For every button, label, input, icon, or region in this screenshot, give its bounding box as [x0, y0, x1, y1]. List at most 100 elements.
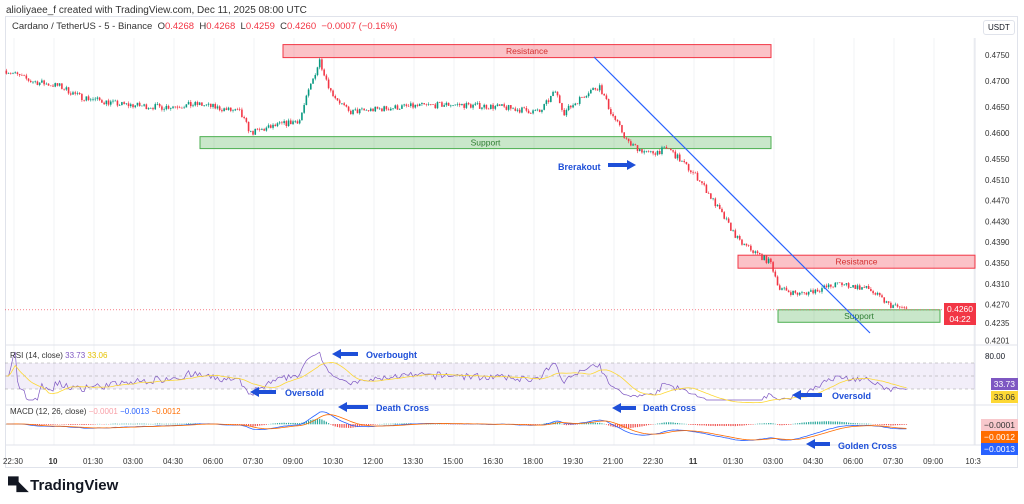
- candle-body: [36, 81, 39, 85]
- candle-body: [690, 170, 692, 173]
- candle-body: [590, 89, 592, 94]
- macd-histogram-bar: [779, 424, 781, 426]
- candle-body: [892, 305, 894, 308]
- macd-histogram-bar: [274, 423, 276, 425]
- candle-body: [623, 132, 625, 138]
- last-price-tag: 0.4260 04:22: [944, 303, 976, 325]
- candle-body: [490, 104, 492, 109]
- macd-line: [6, 411, 907, 441]
- macd-histogram-bar: [327, 423, 330, 425]
- candle-body: [372, 108, 374, 112]
- candle-body: [850, 287, 852, 288]
- macd-histogram-bar: [594, 422, 596, 425]
- candle-body: [503, 104, 505, 107]
- macd-histogram-bar: [748, 424, 750, 425]
- candle-body: [883, 297, 886, 303]
- candle-body: [630, 141, 632, 146]
- candle-body: [703, 183, 705, 185]
- candle-body: [232, 110, 234, 111]
- macd-histogram-bar: [801, 422, 803, 425]
- macd-histogram-bar: [679, 423, 681, 425]
- candle-body: [301, 112, 303, 121]
- candle-body: [647, 150, 650, 152]
- macd-histogram-bar: [721, 424, 723, 426]
- candle-body: [354, 109, 357, 111]
- candle-body: [854, 285, 857, 289]
- candle-body: [736, 236, 739, 238]
- symbol-name[interactable]: Cardano / TetherUS - 5 - Binance: [12, 21, 153, 32]
- macd-histogram-bar: [359, 424, 361, 427]
- macd-histogram-bar: [730, 424, 732, 427]
- candle-body: [87, 96, 90, 100]
- macd-histogram-bar: [601, 423, 603, 425]
- candle-body: [356, 109, 359, 114]
- macd-histogram-bar: [896, 424, 899, 426]
- candle-body: [772, 262, 774, 272]
- death_cross1-arrow-icon: [338, 402, 368, 412]
- macd-histogram-bar: [563, 424, 565, 425]
- macd-histogram-bar: [319, 418, 321, 425]
- candle-body: [169, 107, 172, 109]
- candle-body: [96, 97, 99, 99]
- candle-body: [725, 218, 728, 220]
- candle-body: [543, 104, 545, 110]
- candle-body: [381, 108, 383, 112]
- candle-body: [441, 102, 443, 107]
- macd-histogram-bar: [794, 423, 796, 425]
- candle-body: [325, 75, 328, 80]
- macd-histogram-bar: [759, 423, 761, 425]
- candle-body: [685, 162, 688, 165]
- macd-histogram-bar: [241, 424, 243, 425]
- candle-body: [683, 160, 685, 163]
- macd-histogram-bar: [868, 423, 870, 425]
- currency-button[interactable]: USDT: [983, 20, 1015, 35]
- macd-value: −0.0013: [120, 407, 150, 416]
- macd-histogram-bar: [92, 424, 94, 425]
- oversold2-annotation: Oversold: [832, 391, 871, 401]
- candle-body: [83, 100, 85, 101]
- macd-histogram-bar: [345, 424, 347, 428]
- macd-histogram-bar: [596, 422, 599, 425]
- low-value: 0.4259: [245, 21, 275, 32]
- tradingview-logo[interactable]: ▀◣ TradingView: [8, 476, 118, 495]
- macd-histogram-bar: [865, 423, 868, 425]
- candle-body: [156, 103, 159, 105]
- candle-body: [643, 151, 645, 153]
- candle-body: [776, 276, 779, 286]
- macd-histogram-bar: [367, 424, 370, 426]
- candle-body: [69, 93, 72, 95]
- candle-body: [727, 218, 730, 223]
- candle-body: [867, 286, 870, 290]
- macd-histogram-bar: [803, 422, 805, 425]
- macd-histogram-bar: [599, 422, 601, 425]
- candle-body: [550, 96, 552, 102]
- candle-body: [672, 150, 674, 152]
- oversold1-arrow-icon: [250, 387, 276, 397]
- candle-body: [525, 108, 528, 111]
- candle-body: [723, 212, 725, 219]
- tv-logo-icon: ▀◣: [8, 477, 28, 494]
- rsi-level-label: 80.00: [985, 352, 1006, 361]
- candle-body: [841, 282, 843, 286]
- macd-histogram-bar: [574, 424, 576, 425]
- macd-histogram-bar: [292, 422, 294, 425]
- macd-histogram-bar: [405, 423, 407, 425]
- candle-body: [414, 104, 417, 108]
- macd-histogram-bar: [690, 424, 692, 425]
- candle-body: [605, 95, 608, 100]
- candle-body: [396, 105, 399, 110]
- resistance2-zone: [737, 254, 976, 269]
- macd-histogram-bar: [39, 424, 41, 426]
- candle-body: [114, 100, 117, 102]
- candle-body: [103, 102, 105, 105]
- candle-body: [712, 198, 714, 200]
- candle-body: [330, 88, 332, 91]
- candle-body: [394, 105, 397, 109]
- macd-histogram-bar: [385, 423, 387, 425]
- candle-body: [598, 85, 601, 91]
- macd-histogram-bar: [692, 424, 694, 425]
- candle-body: [72, 92, 74, 95]
- candle-body: [761, 254, 763, 261]
- macd-histogram-bar: [605, 424, 608, 425]
